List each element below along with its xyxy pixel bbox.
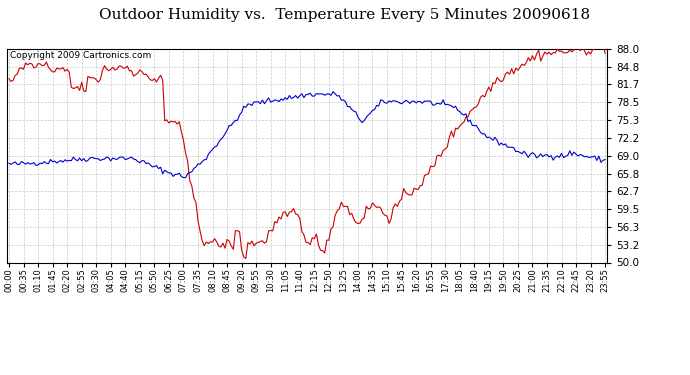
Text: Outdoor Humidity vs.  Temperature Every 5 Minutes 20090618: Outdoor Humidity vs. Temperature Every 5… [99, 8, 591, 21]
Text: Copyright 2009 Cartronics.com: Copyright 2009 Cartronics.com [10, 51, 151, 60]
